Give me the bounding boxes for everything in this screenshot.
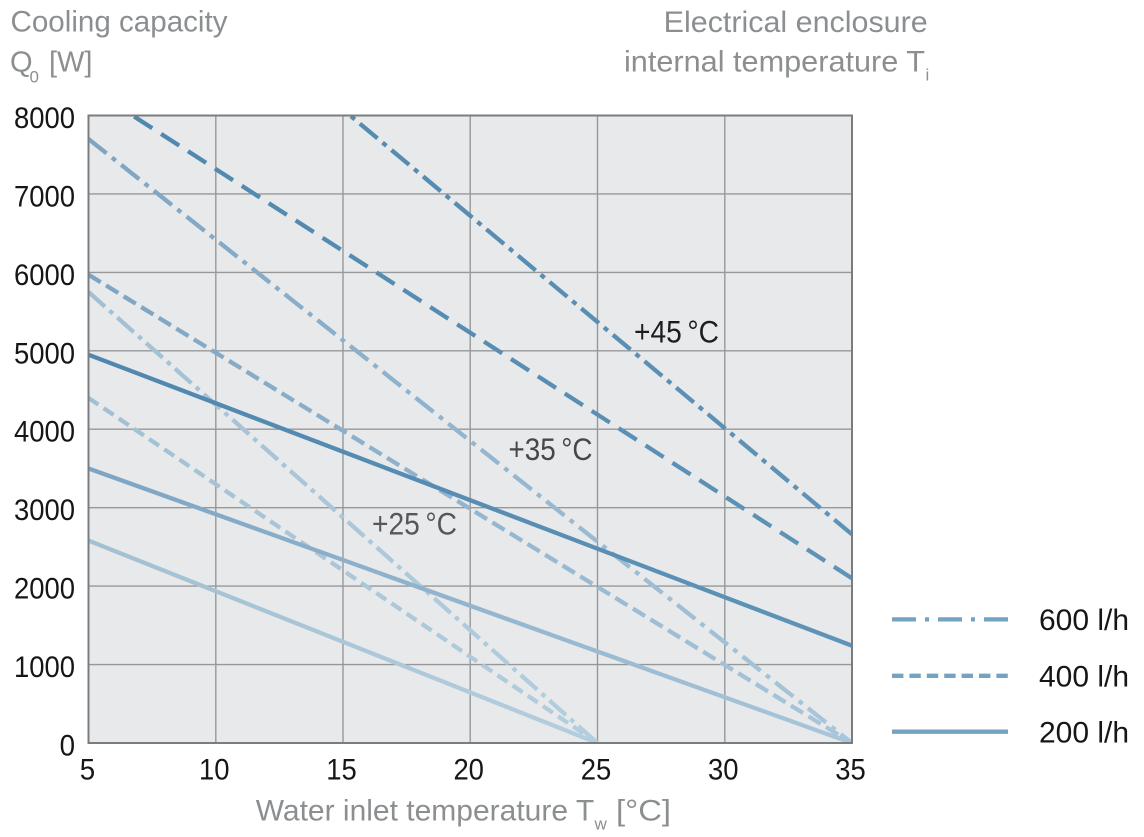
svg-text:Q: Q xyxy=(10,47,33,79)
svg-text:200 l/h: 200 l/h xyxy=(1039,717,1129,750)
svg-text:15: 15 xyxy=(326,754,357,787)
svg-text:30: 30 xyxy=(708,754,739,787)
svg-text:+25 °C: +25 °C xyxy=(372,506,457,542)
svg-text:400 l/h: 400 l/h xyxy=(1039,660,1129,693)
svg-text:Electrical enclosure: Electrical enclosure xyxy=(664,6,928,39)
svg-text:6000: 6000 xyxy=(14,259,75,292)
svg-text:7000: 7000 xyxy=(14,180,75,213)
svg-text:2000: 2000 xyxy=(14,573,75,606)
svg-text:20: 20 xyxy=(453,754,484,787)
svg-text:25: 25 xyxy=(581,754,612,787)
svg-text:Water inlet temperature T: Water inlet temperature T xyxy=(256,794,594,827)
svg-text:w: w xyxy=(594,815,608,834)
svg-text:5: 5 xyxy=(80,754,95,787)
svg-text:Cooling capacity: Cooling capacity xyxy=(11,6,228,39)
svg-text:[°C]: [°C] xyxy=(616,794,671,827)
svg-text:4000: 4000 xyxy=(14,416,75,449)
svg-text:8000: 8000 xyxy=(14,102,75,135)
svg-text:3000: 3000 xyxy=(14,494,75,527)
svg-text:0: 0 xyxy=(60,730,75,763)
svg-text:5000: 5000 xyxy=(14,337,75,370)
svg-text:0: 0 xyxy=(30,68,39,87)
svg-text:i: i xyxy=(926,66,930,85)
svg-text:600 l/h: 600 l/h xyxy=(1039,604,1129,637)
svg-text:+45 °C: +45 °C xyxy=(634,314,719,350)
svg-text:+35 °C: +35 °C xyxy=(509,431,593,467)
svg-text:[W]: [W] xyxy=(49,47,93,79)
svg-text:35: 35 xyxy=(835,754,866,787)
svg-text:10: 10 xyxy=(199,754,230,787)
svg-text:internal temperature T: internal temperature T xyxy=(624,46,925,79)
svg-text:1000: 1000 xyxy=(14,651,75,684)
